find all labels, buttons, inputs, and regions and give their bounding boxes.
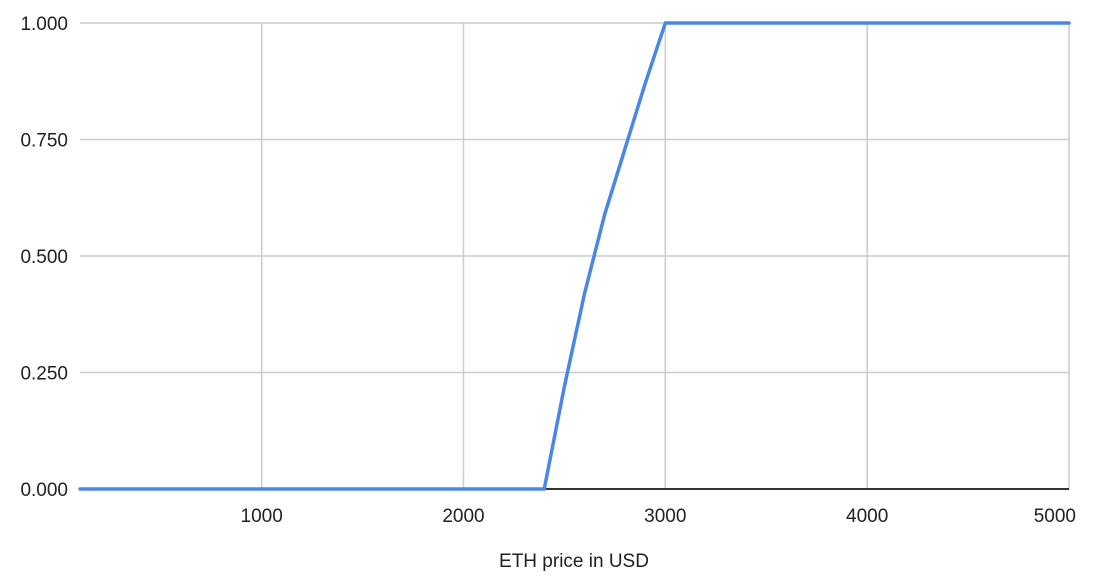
y-tick-label: 0.000: [20, 480, 68, 501]
x-axis-label: ETH price in USD: [499, 551, 649, 572]
y-tick-label: 1.000: [20, 14, 68, 35]
x-tick-label: 4000: [846, 506, 888, 527]
y-tick-label: 0.250: [20, 364, 68, 385]
series-line-0: [78, 21, 1071, 491]
tick-labels: 1000 2000 3000 4000 5000 0.000 0.250 0.500 0.750…: [20, 14, 1076, 527]
series: [78, 21, 1071, 491]
x-tick-label: 5000: [1034, 506, 1076, 527]
x-tick-label: 2000: [442, 506, 484, 527]
x-tick-label: 1000: [241, 506, 283, 527]
x-tick-label: 3000: [644, 506, 686, 527]
y-tick-label: 0.750: [20, 131, 68, 152]
grid: [80, 22, 1070, 489]
y-tick-label: 0.500: [20, 247, 68, 268]
